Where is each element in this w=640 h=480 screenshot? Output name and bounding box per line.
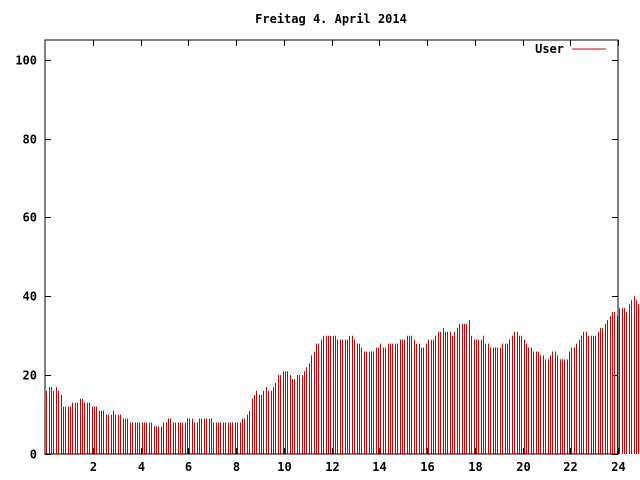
x-tick-label: 14 — [372, 460, 386, 474]
x-tick-label: 16 — [420, 460, 434, 474]
x-tick-label: 4 — [138, 460, 145, 474]
legend: User — [535, 42, 606, 56]
y-tick-label: 40 — [23, 290, 37, 304]
x-tick-label: 18 — [468, 460, 482, 474]
x-tick-label: 8 — [233, 460, 240, 474]
x-tick-label: 24 — [611, 460, 625, 474]
y-tick-label: 20 — [23, 369, 37, 383]
y-tick-label: 100 — [15, 54, 37, 68]
plot-frame — [44, 39, 619, 455]
legend-label: User — [535, 42, 564, 56]
x-tick-label: 2 — [90, 460, 97, 474]
x-tick-label: 22 — [563, 460, 577, 474]
x-tick-label: 6 — [185, 460, 192, 474]
x-tick-label: 20 — [516, 460, 530, 474]
chart-title: Freitag 4. April 2014 — [255, 12, 407, 26]
x-tick-label: 12 — [325, 460, 339, 474]
y-tick-label: 0 — [30, 448, 37, 462]
bars-group — [46, 296, 639, 454]
x-tick-label: 10 — [277, 460, 291, 474]
y-tick-label: 80 — [23, 133, 37, 147]
y-tick-label: 60 — [23, 211, 37, 225]
